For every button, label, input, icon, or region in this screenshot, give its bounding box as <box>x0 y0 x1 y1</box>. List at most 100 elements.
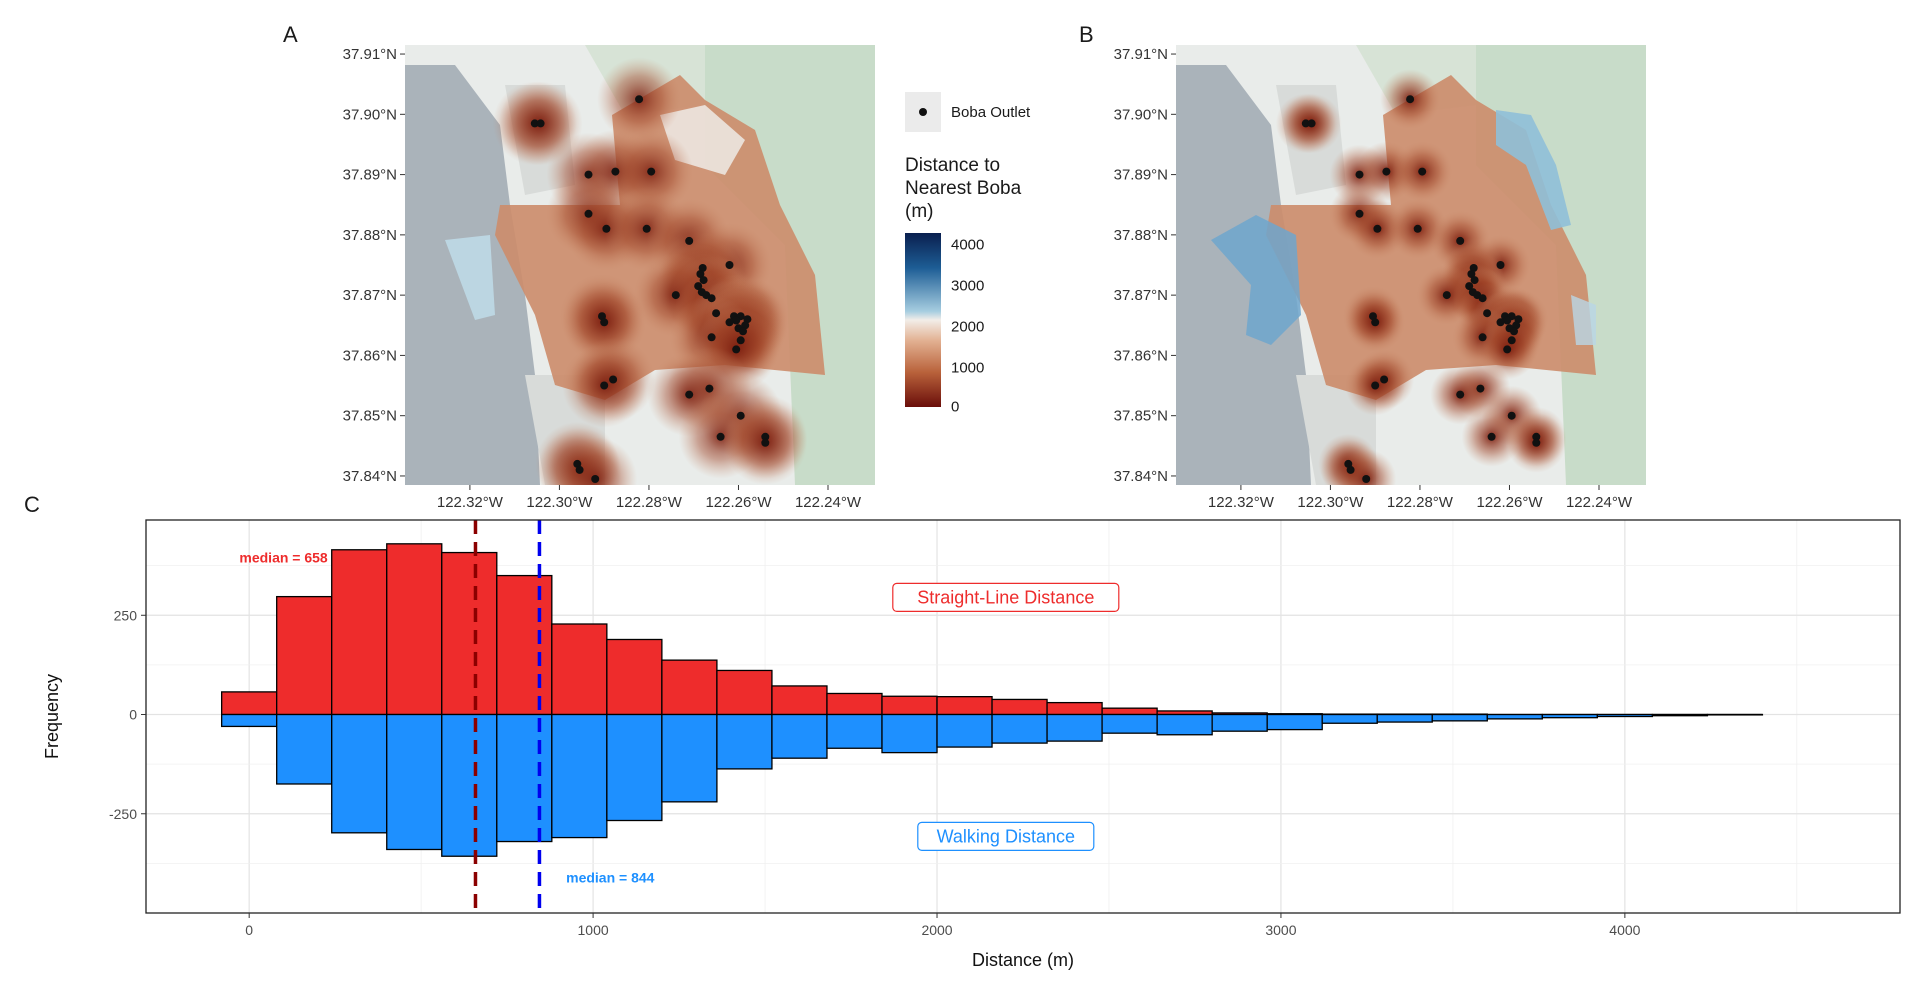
boba-outlet-point <box>739 327 747 336</box>
legend-point-label: Boba Outlet <box>951 103 1031 121</box>
boba-outlet-point <box>602 224 611 233</box>
boba-outlet-point <box>1406 95 1415 104</box>
bar-walking <box>1651 713 1709 717</box>
boba-outlet-point <box>647 167 656 176</box>
map-heat-marina <box>1211 215 1301 345</box>
lat-tick-label: 37.89°N <box>343 167 397 184</box>
bar-walking <box>1046 713 1103 742</box>
boba-outlet-point <box>1380 375 1389 384</box>
lat-tick-label: 37.84°N <box>1114 468 1168 485</box>
boba-outlet-point <box>671 291 680 300</box>
boba-outlet-point <box>699 276 708 285</box>
lat-tick-label: 37.84°N <box>343 468 397 485</box>
boba-outlet-point <box>1496 261 1505 269</box>
map-heat-high-north <box>1496 110 1571 230</box>
y-axis-title: Frequency <box>42 674 62 759</box>
legend-tick-2000: 2000 <box>951 318 985 336</box>
lon-tick-label: 122.30°W <box>526 494 593 511</box>
bar-walking <box>936 713 993 748</box>
boba-outlet-point <box>573 459 582 468</box>
boba-outlet-point <box>598 312 606 321</box>
boba-outlet-point <box>584 209 593 218</box>
bar-straight-line <box>991 698 1048 716</box>
map-panel-a: 37.91°N 37.90°N 37.89°N 37.88°N 37.87°N 37.86… <box>300 40 880 511</box>
lon-tick-label: 122.24°W <box>795 494 862 511</box>
bar-walking <box>441 713 498 857</box>
boba-outlet-point <box>1344 459 1353 468</box>
boba-outlet-point <box>600 318 609 327</box>
boba-outlet-point <box>1346 465 1355 474</box>
boba-outlet-point <box>591 475 600 483</box>
bar-walking <box>386 713 443 851</box>
map-plot-area <box>1176 45 1646 485</box>
bar-walking <box>221 713 278 728</box>
legend-title-line-2: Nearest Boba <box>905 178 1022 199</box>
bar-straight-line <box>881 695 938 716</box>
legend-point-key <box>905 92 941 132</box>
heat-spot <box>553 437 638 485</box>
panel-letter-c: C <box>24 492 40 517</box>
bar-walking <box>771 713 828 759</box>
lon-tick-label: 122.32°W <box>437 494 504 511</box>
boba-outlet-point <box>575 465 584 474</box>
boba-outlet-point <box>736 336 745 345</box>
y-tick-label: 250 <box>114 607 138 623</box>
bar-walking <box>716 713 773 770</box>
boba-outlet-point <box>1503 316 1512 325</box>
map-panel-b: 37.91°N 37.90°N 37.89°N 37.88°N 37.87°N 37.86… <box>1071 40 1651 511</box>
bar-walking <box>1101 713 1158 734</box>
lat-tick-label: 37.88°N <box>343 227 397 244</box>
legend-gradient-title: Distance to Nearest Boba (m) <box>905 154 1075 223</box>
boba-outlet-point <box>725 261 734 269</box>
median-label: median = 658 <box>239 550 328 566</box>
x-axis-title: Distance (m) <box>972 950 1074 970</box>
boba-outlet-point <box>1487 432 1496 441</box>
boba-outlet-point <box>1532 438 1541 447</box>
bar-straight-line <box>936 696 993 716</box>
bar-walking <box>1376 713 1433 723</box>
panel-letter-a: A <box>283 22 298 47</box>
map-plot-area <box>405 45 875 485</box>
lon-tick-label: 122.26°W <box>1476 494 1543 511</box>
boba-outlet-point <box>698 264 707 272</box>
bar-walking <box>1431 713 1488 722</box>
boba-outlet-point <box>1465 282 1474 291</box>
boba-outlet-point <box>1510 327 1518 336</box>
boba-point-icon <box>919 108 927 116</box>
boba-outlet-point <box>1371 381 1380 390</box>
heat-spot <box>1336 449 1397 485</box>
boba-outlet-point <box>642 224 651 233</box>
boba-outlet-point <box>1418 167 1427 176</box>
series-label: Walking Distance <box>937 826 1075 846</box>
bar-walking <box>606 713 663 822</box>
y-tick-label: 0 <box>129 707 137 723</box>
x-tick-label: 4000 <box>1609 922 1640 938</box>
boba-outlet-point <box>705 384 714 393</box>
lat-tick-label: 37.91°N <box>1114 46 1168 63</box>
boba-outlet-point <box>635 95 644 104</box>
boba-outlet-point <box>1369 312 1377 321</box>
bar-walking <box>1321 713 1378 724</box>
bar-walking <box>1541 713 1598 719</box>
boba-outlet-point <box>1507 336 1516 345</box>
boba-outlet-point <box>725 318 734 327</box>
map-b-svg: 37.91°N 37.90°N 37.89°N 37.88°N 37.87°N 37.86… <box>1114 45 1646 511</box>
boba-outlet-point <box>1373 224 1382 233</box>
boba-outlet-point <box>1467 270 1476 278</box>
boba-outlet-point <box>1478 333 1487 342</box>
boba-outlet-point <box>1456 236 1465 245</box>
map-heat-marina <box>445 235 495 320</box>
bar-straight-line <box>221 691 278 716</box>
boba-outlet-point <box>1442 291 1451 300</box>
series-label-box <box>917 821 1095 851</box>
boba-outlet-point <box>584 170 593 179</box>
bar-walking <box>661 713 718 803</box>
boba-outlet-point <box>761 432 770 441</box>
boba-outlet-point <box>1355 209 1364 218</box>
lat-tick-label: 37.88°N <box>1114 227 1168 244</box>
boba-outlet-point <box>1470 276 1479 285</box>
lat-tick-label: 37.87°N <box>343 287 397 304</box>
bar-straight-line <box>331 549 388 716</box>
bar-straight-line <box>1046 701 1103 716</box>
boba-outlet-point <box>712 309 721 318</box>
